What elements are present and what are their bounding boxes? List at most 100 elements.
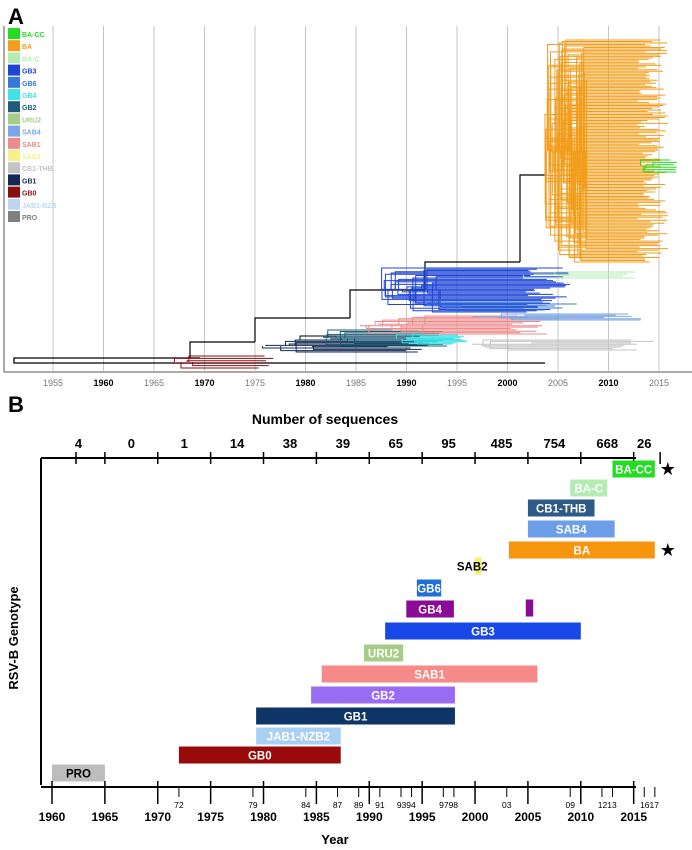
tree-branch [570, 151, 665, 224]
tree-branch [398, 278, 547, 290]
genotype-bar-uru2 [363, 644, 404, 662]
genotype-label-uru2: URU2 [368, 649, 399, 661]
tree-branch [544, 113, 654, 151]
top-count-label: 38 [283, 436, 297, 451]
legend-label-gb0: GB0 [22, 191, 37, 198]
tree-branch [188, 355, 265, 362]
tree-branch [173, 357, 274, 362]
tree-branch [385, 290, 567, 298]
tree-branch [415, 275, 531, 290]
genotype-bar-gb6 [416, 579, 442, 597]
genotype-bar-jab1-nzb2 [256, 727, 341, 745]
tree-branch [561, 48, 662, 151]
tree-branch [180, 362, 259, 369]
tree-branch [391, 290, 556, 299]
tree-branch [574, 151, 650, 263]
legend-label-pro: PRO [22, 215, 38, 222]
major-tick-label-2000: 2000 [462, 810, 489, 824]
major-tick-label-1960: 1960 [39, 810, 66, 824]
minor-tick-label: 84 [301, 800, 311, 810]
major-tick-label-1970: 1970 [144, 810, 171, 824]
tree-branch [555, 151, 654, 226]
tree-branch [381, 290, 542, 300]
tree-branch [508, 345, 637, 351]
legend-label-ba-c: BA-C [22, 56, 40, 63]
tree-tick-label-2005: 2005 [548, 378, 568, 388]
genotype-label-sab1: SAB1 [414, 670, 445, 682]
major-tick-label-1980: 1980 [250, 810, 277, 824]
genotype-label-gb2: GB2 [371, 691, 395, 703]
phylogenetic-tree-panel: 1955 1960 1965 1970 1975 1980 1985 1990 1995 2000… [3, 26, 692, 388]
major-tick-label-2010: 2010 [567, 810, 594, 824]
tree-branch [583, 151, 647, 191]
tree-branch [553, 151, 646, 171]
legend-label-ba: BA [22, 44, 32, 51]
tree-branch [295, 346, 418, 353]
tree-branch [439, 290, 538, 308]
genotype-label-sab2: SAB2 [457, 562, 488, 574]
tree-branch [577, 151, 662, 254]
tree-branch [13, 357, 200, 362]
tree-branch [550, 151, 658, 236]
tree-branch [400, 325, 537, 332]
legend-label-gb6: GB6 [22, 81, 37, 88]
tree-branch [557, 275, 623, 277]
genotype-bar-sab2 [475, 557, 482, 575]
top-count-label: 14 [230, 436, 245, 451]
legend-label-jab1-nzb: JAB1-NZB [22, 203, 57, 210]
tree-branch [312, 346, 388, 348]
tree-tick-label-2015: 2015 [649, 378, 669, 388]
tree-branch [549, 82, 656, 151]
tree-branch [554, 58, 649, 151]
genotype-bar-pro [52, 764, 105, 782]
genotype-bar-ba [508, 541, 655, 559]
tree-branch [559, 151, 647, 256]
tree-branch [554, 151, 663, 242]
tree-branch [545, 151, 651, 229]
tree-branch [481, 345, 625, 347]
tree-branch [579, 151, 645, 260]
tree-branch [558, 79, 658, 151]
major-tick-label-1995: 1995 [409, 810, 436, 824]
tree-tick-label-1985: 1985 [346, 378, 366, 388]
top-count-label: 65 [388, 436, 402, 451]
tree-branch [172, 362, 256, 364]
legend-swatch-gb1 [8, 174, 20, 186]
tree-branch [545, 151, 668, 221]
tree-branch [417, 339, 452, 345]
tree-branch [406, 339, 462, 341]
tree-branch [498, 317, 604, 319]
tree-tick-label-1980: 1980 [295, 378, 315, 388]
legend-label-sab2: SAB2 [22, 154, 41, 161]
tree-branch [562, 151, 647, 184]
tree-branch [365, 325, 511, 329]
tree-branch [578, 151, 647, 169]
tree-branch [383, 280, 554, 290]
tree-branch [575, 151, 659, 178]
tree-branch [581, 151, 656, 193]
genotype-bar-cb1-thb [527, 499, 595, 517]
tree-branch [359, 325, 543, 327]
tree-branch [645, 164, 674, 166]
tree-branch [339, 338, 448, 347]
tree-branch [579, 63, 656, 151]
genotype-bar-gb2 [311, 686, 455, 704]
tree-branch [640, 159, 671, 166]
genotype-bar-gb4 [406, 600, 454, 618]
legend-label-cb1-thb: CB1-THB [22, 166, 53, 173]
major-tick-label-1985: 1985 [303, 810, 330, 824]
tree-tick-label-1970: 1970 [194, 378, 214, 388]
tree-branch [567, 103, 667, 151]
tree-branch [523, 275, 636, 279]
star-marker-ba-cc: ★ [660, 459, 676, 479]
tree-branch [427, 290, 540, 294]
tree-branch [511, 317, 641, 321]
genotype-bar-ba-cc [612, 460, 655, 478]
tree-branch [13, 362, 545, 364]
genotype-bar-gb4-extra [525, 599, 534, 617]
panel-a-letter: A [8, 4, 24, 29]
tree-branch [408, 290, 553, 302]
legend-label-gb4: GB4 [22, 93, 37, 100]
x-axis-label: Year [321, 832, 348, 847]
tree-branch [394, 281, 556, 290]
